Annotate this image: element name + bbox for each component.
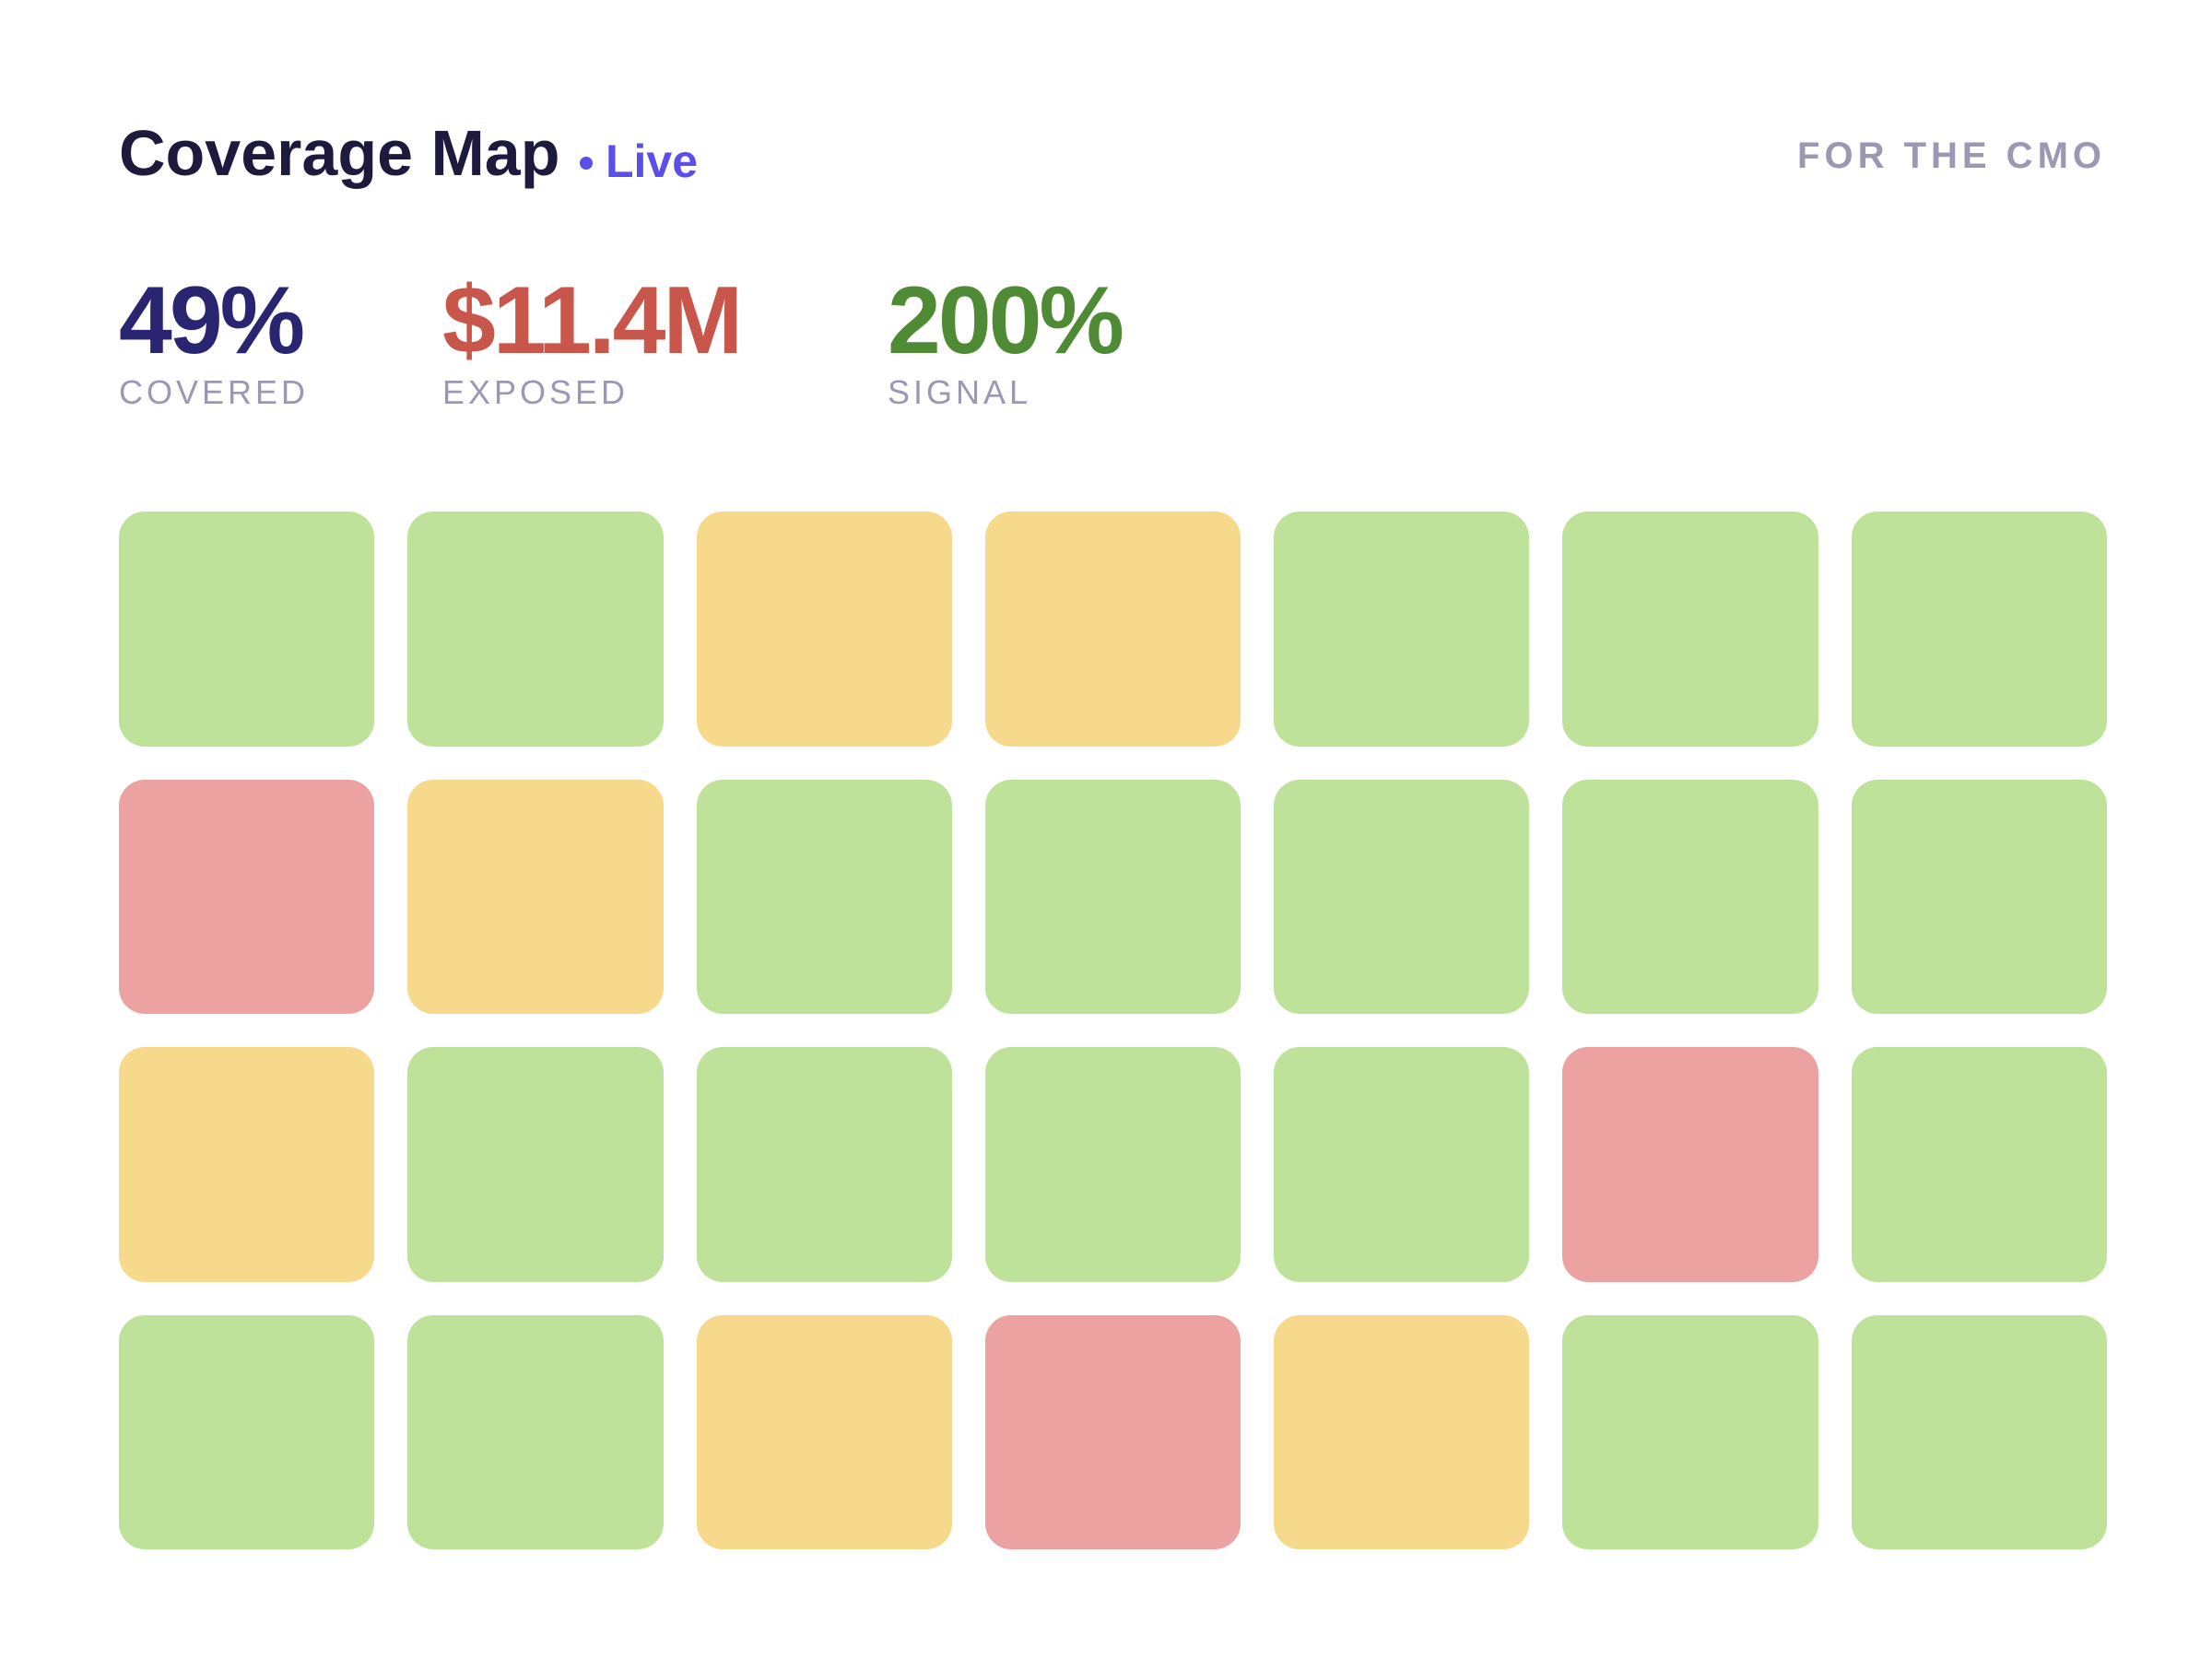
coverage-cell-covered[interactable] <box>407 1314 664 1549</box>
coverage-cell-covered[interactable] <box>984 1047 1241 1282</box>
coverage-cell-partial[interactable] <box>696 512 952 747</box>
coverage-cell-partial[interactable] <box>984 512 1241 747</box>
coverage-cell-partial[interactable] <box>696 1314 952 1549</box>
coverage-cell-covered[interactable] <box>1851 779 2107 1014</box>
coverage-cell-covered[interactable] <box>1562 1314 1818 1549</box>
kpi-value: $11.4M <box>442 267 743 374</box>
coverage-cell-covered[interactable] <box>1274 779 1530 1014</box>
kpi-covered: 49% COVERED <box>119 267 309 411</box>
coverage-cell-covered[interactable] <box>696 779 952 1014</box>
kpi-value: 200% <box>888 267 1124 374</box>
kpi-signal: 200% SIGNAL <box>888 267 1124 411</box>
coverage-cell-covered[interactable] <box>696 1047 952 1282</box>
coverage-cell-covered[interactable] <box>1562 512 1818 747</box>
audience-label: FOR THE CMO <box>1797 135 2106 176</box>
kpi-row: 49% COVERED $11.4M EXPOSED 200% SIGNAL <box>119 267 1594 424</box>
coverage-cell-partial[interactable] <box>1274 1314 1530 1549</box>
header: Coverage Map Live FOR THE CMO <box>119 116 2106 190</box>
coverage-cell-covered[interactable] <box>1562 779 1818 1014</box>
kpi-value: 49% <box>119 267 305 374</box>
coverage-cell-covered[interactable] <box>119 1314 375 1549</box>
kpi-exposed: $11.4M EXPOSED <box>442 267 743 411</box>
coverage-cell-covered[interactable] <box>1851 1314 2107 1549</box>
coverage-cell-covered[interactable] <box>407 512 664 747</box>
coverage-cell-covered[interactable] <box>119 512 375 747</box>
coverage-cell-covered[interactable] <box>1851 1047 2107 1282</box>
coverage-cell-covered[interactable] <box>1274 512 1530 747</box>
coverage-grid <box>119 512 2107 1549</box>
live-label: Live <box>606 135 699 187</box>
coverage-cell-covered[interactable] <box>984 779 1241 1014</box>
kpi-label: SIGNAL <box>888 373 1032 411</box>
coverage-cell-covered[interactable] <box>1274 1047 1530 1282</box>
kpi-label: EXPOSED <box>442 373 629 411</box>
coverage-cell-partial[interactable] <box>407 779 664 1014</box>
live-indicator: Live <box>580 129 698 194</box>
coverage-cell-exposed[interactable] <box>119 779 375 1014</box>
coverage-cell-covered[interactable] <box>1851 512 2107 747</box>
coverage-cell-covered[interactable] <box>407 1047 664 1282</box>
coverage-cell-exposed[interactable] <box>1562 1047 1818 1282</box>
page-title: Coverage Map <box>119 117 560 189</box>
live-dot-icon <box>580 157 593 170</box>
kpi-label: COVERED <box>119 373 310 411</box>
coverage-cell-exposed[interactable] <box>984 1314 1241 1549</box>
coverage-cell-partial[interactable] <box>119 1047 375 1282</box>
